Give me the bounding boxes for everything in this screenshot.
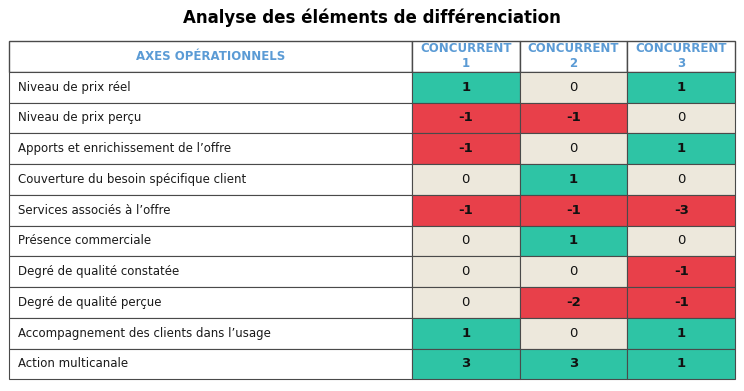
Bar bbox=[412, 195, 519, 226]
Bar bbox=[9, 318, 412, 348]
Text: 1: 1 bbox=[676, 142, 686, 155]
Bar bbox=[627, 102, 735, 133]
Text: CONCURRENT
2: CONCURRENT 2 bbox=[527, 43, 619, 70]
Text: CONCURRENT
3: CONCURRENT 3 bbox=[635, 43, 727, 70]
Text: 0: 0 bbox=[677, 111, 685, 124]
Bar bbox=[9, 72, 412, 102]
Text: Niveau de prix réel: Niveau de prix réel bbox=[18, 81, 130, 94]
Text: 0: 0 bbox=[677, 235, 685, 248]
Text: -1: -1 bbox=[674, 296, 689, 309]
Bar bbox=[627, 133, 735, 164]
Bar bbox=[519, 102, 627, 133]
Bar bbox=[627, 287, 735, 318]
Text: 0: 0 bbox=[461, 173, 470, 186]
Bar bbox=[412, 133, 519, 164]
Text: -1: -1 bbox=[458, 142, 473, 155]
Bar bbox=[412, 287, 519, 318]
Text: 3: 3 bbox=[461, 357, 470, 370]
Bar bbox=[627, 348, 735, 379]
Text: Accompagnement des clients dans l’usage: Accompagnement des clients dans l’usage bbox=[18, 326, 271, 340]
Text: -1: -1 bbox=[458, 111, 473, 124]
Text: CONCURRENT
1: CONCURRENT 1 bbox=[420, 43, 512, 70]
Bar bbox=[627, 256, 735, 287]
Text: 1: 1 bbox=[461, 81, 470, 94]
Bar bbox=[519, 318, 627, 348]
Text: -1: -1 bbox=[674, 265, 689, 278]
Text: 3: 3 bbox=[569, 357, 578, 370]
Bar bbox=[9, 195, 412, 226]
Text: Présence commerciale: Présence commerciale bbox=[18, 235, 151, 248]
Bar bbox=[519, 72, 627, 102]
Bar bbox=[519, 164, 627, 195]
Bar bbox=[412, 164, 519, 195]
Text: Action multicanale: Action multicanale bbox=[18, 357, 128, 370]
Text: Degré de qualité perçue: Degré de qualité perçue bbox=[18, 296, 161, 309]
Text: 1: 1 bbox=[676, 326, 686, 340]
Text: 1: 1 bbox=[569, 235, 578, 248]
Text: -1: -1 bbox=[566, 204, 581, 217]
Bar bbox=[627, 41, 735, 72]
Bar bbox=[519, 133, 627, 164]
Text: 1: 1 bbox=[569, 173, 578, 186]
Text: 0: 0 bbox=[461, 296, 470, 309]
Bar bbox=[627, 226, 735, 256]
Bar bbox=[627, 318, 735, 348]
Text: 0: 0 bbox=[677, 173, 685, 186]
Bar bbox=[412, 256, 519, 287]
Bar bbox=[519, 256, 627, 287]
Text: 1: 1 bbox=[461, 326, 470, 340]
Text: 0: 0 bbox=[569, 265, 577, 278]
Bar bbox=[9, 133, 412, 164]
Text: AXES OPÉRATIONNELS: AXES OPÉRATIONNELS bbox=[136, 50, 285, 63]
Bar bbox=[9, 256, 412, 287]
Bar bbox=[9, 41, 412, 72]
Text: 1: 1 bbox=[676, 357, 686, 370]
Text: -3: -3 bbox=[674, 204, 689, 217]
Bar bbox=[9, 164, 412, 195]
Bar bbox=[519, 195, 627, 226]
Bar bbox=[627, 72, 735, 102]
Text: -2: -2 bbox=[566, 296, 581, 309]
Bar bbox=[9, 226, 412, 256]
Bar bbox=[519, 287, 627, 318]
Bar bbox=[412, 102, 519, 133]
Bar bbox=[519, 348, 627, 379]
Bar bbox=[9, 348, 412, 379]
Text: 0: 0 bbox=[569, 326, 577, 340]
Bar bbox=[627, 164, 735, 195]
Bar bbox=[519, 41, 627, 72]
Bar bbox=[627, 195, 735, 226]
Text: 0: 0 bbox=[461, 265, 470, 278]
Bar bbox=[9, 287, 412, 318]
Text: Niveau de prix perçu: Niveau de prix perçu bbox=[18, 111, 141, 124]
Bar bbox=[412, 318, 519, 348]
Text: Degré de qualité constatée: Degré de qualité constatée bbox=[18, 265, 179, 278]
Text: Couverture du besoin spécifique client: Couverture du besoin spécifique client bbox=[18, 173, 246, 186]
Bar bbox=[412, 226, 519, 256]
Bar bbox=[9, 102, 412, 133]
Text: -1: -1 bbox=[566, 111, 581, 124]
Bar bbox=[412, 348, 519, 379]
Bar bbox=[519, 226, 627, 256]
Text: 1: 1 bbox=[676, 81, 686, 94]
Bar bbox=[412, 72, 519, 102]
Text: 0: 0 bbox=[461, 235, 470, 248]
Text: Analyse des éléments de différenciation: Analyse des éléments de différenciation bbox=[183, 8, 561, 27]
Text: 0: 0 bbox=[569, 142, 577, 155]
Text: Services associés à l’offre: Services associés à l’offre bbox=[18, 204, 170, 217]
Text: Apports et enrichissement de l’offre: Apports et enrichissement de l’offre bbox=[18, 142, 231, 155]
Text: -1: -1 bbox=[458, 204, 473, 217]
Text: 0: 0 bbox=[569, 81, 577, 94]
Bar bbox=[412, 41, 519, 72]
